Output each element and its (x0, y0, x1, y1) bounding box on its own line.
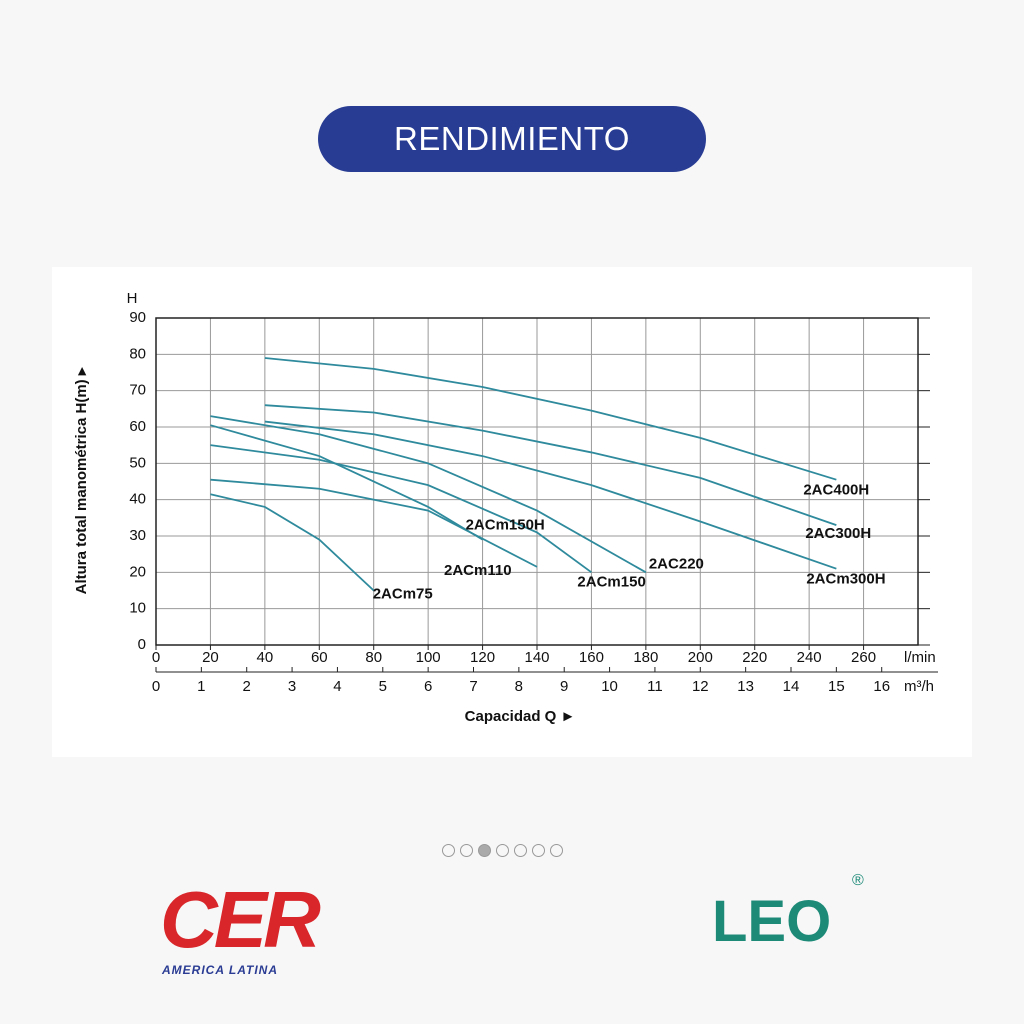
x2-tick-label: 3 (288, 678, 296, 695)
y-tick-label: 30 (129, 527, 146, 544)
x2-tick-label: 11 (647, 678, 663, 695)
y-tick-label: 10 (129, 600, 146, 617)
curve-label: 2AC220 (649, 555, 704, 572)
curve-label: 2AC300H (805, 525, 871, 542)
x2-tick-label: 16 (873, 678, 890, 695)
logo-cer-sub: AMERICA LATINA (162, 963, 278, 977)
curve-label: 2ACm110 (444, 562, 512, 579)
x-tick-label: 260 (851, 649, 876, 666)
x2-tick-label: 14 (783, 678, 800, 695)
x-tick-label: 20 (202, 649, 219, 666)
y-tick-label: 50 (129, 454, 146, 471)
x2-tick-label: 15 (828, 678, 845, 695)
page-dot[interactable] (496, 844, 509, 857)
x2-tick-label: 0 (152, 678, 160, 695)
curve (210, 424, 484, 541)
x2-tick-label: 13 (737, 678, 754, 695)
x-tick-label: 80 (365, 649, 382, 666)
x2-tick-label: 5 (379, 678, 387, 695)
x2-tick-label: 6 (424, 678, 432, 695)
x-unit: l/min (904, 649, 936, 666)
x-tick-label: 160 (579, 649, 604, 666)
page-dot[interactable] (532, 844, 545, 857)
curve (210, 478, 538, 568)
x-tick-label: 120 (470, 649, 495, 666)
curve-label: 2ACm150 (577, 573, 645, 590)
x-tick-label: 180 (633, 649, 658, 666)
x-tick-label: 0 (152, 649, 160, 666)
y-tick-label: 90 (129, 309, 146, 326)
x2-tick-label: 12 (692, 678, 709, 695)
curve-label: 2ACm300H (806, 571, 885, 588)
curve-label: 2ACm75 (373, 585, 433, 602)
x2-tick-label: 9 (560, 678, 568, 695)
x-tick-label: 40 (257, 649, 274, 666)
x-tick-label: 220 (742, 649, 767, 666)
chart-card: 0 10 20 30 40 50 60 70 80 90 0 20 40 60 80 100 120 140 160… (52, 267, 972, 757)
x2-tick-label: 8 (515, 678, 523, 695)
page-dot[interactable] (514, 844, 527, 857)
y-tick-label: 0 (138, 636, 146, 653)
y-tick-label: 40 (129, 491, 146, 508)
curve (264, 404, 837, 526)
x2-tick-label: 4 (333, 678, 341, 695)
curve-label: 2AC400H (803, 482, 869, 499)
curve (210, 444, 592, 574)
x2-tick-label: 10 (601, 678, 618, 695)
y-tick-label: 60 (129, 418, 146, 435)
page-dot[interactable] (442, 844, 455, 857)
plot-frame (155, 317, 919, 646)
curve (264, 420, 837, 570)
x2-tick-label: 2 (243, 678, 251, 695)
x-tick-label: 240 (797, 649, 822, 666)
curve (210, 415, 647, 574)
page-dot[interactable] (478, 844, 491, 857)
y-tick-label: 70 (129, 382, 146, 399)
section-title: RENDIMIENTO (318, 106, 706, 172)
logo-mark: ® (852, 872, 864, 889)
x2-tick-label: 1 (197, 678, 205, 695)
curve (264, 357, 837, 481)
x-tick-label: 140 (524, 649, 549, 666)
y-tick-label: 80 (129, 345, 146, 362)
x2-tick-label: 7 (469, 678, 477, 695)
curve (210, 493, 375, 592)
x-tick-label: 60 (311, 649, 328, 666)
x-tick-label: 200 (688, 649, 713, 666)
y-tick-label: 20 (129, 563, 146, 580)
logo-cer: CER (160, 875, 321, 964)
page-dot[interactable] (550, 844, 563, 857)
x-tick-label: 100 (416, 649, 441, 666)
x-axis-title: Capacidad Q ► (465, 708, 576, 725)
pagination (442, 844, 563, 857)
y-axis-title: Altura total manométrica H(m) ▸ (73, 366, 90, 594)
logo-leo: LEO (712, 889, 832, 954)
curve-label: 2ACm150H (466, 517, 545, 534)
y-unit: H (127, 290, 138, 307)
page-dot[interactable] (460, 844, 473, 857)
x2-unit: m³/h (904, 678, 934, 695)
